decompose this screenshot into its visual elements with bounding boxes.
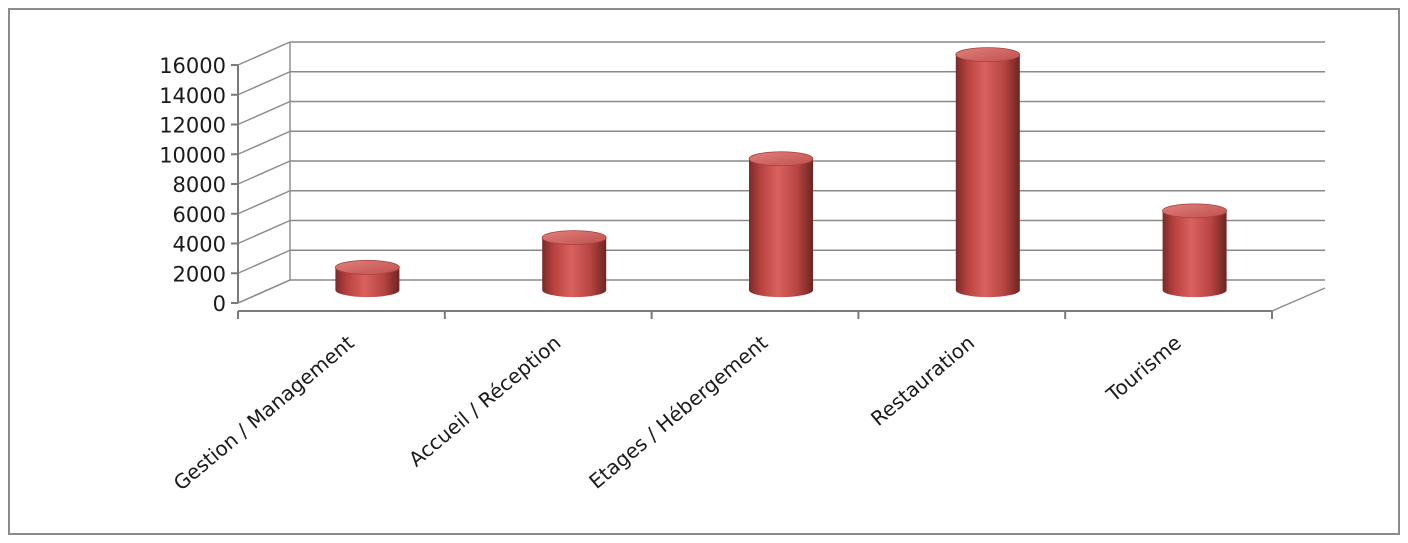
side-wall-gridline: [237, 219, 291, 245]
y-tick-label: 14000: [159, 84, 226, 108]
bar-layer: [334, 47, 1227, 298]
side-wall-gridline: [237, 71, 291, 96]
bar-top: [334, 259, 400, 275]
y-tick-label: 4000: [173, 233, 226, 257]
bar: [541, 230, 607, 298]
y-tick-label: 0: [213, 292, 226, 316]
side-wall-gridline: [237, 160, 291, 185]
y-tick-label: 6000: [173, 203, 226, 227]
side-wall-gridline: [237, 130, 291, 155]
y-tick-label: 10000: [159, 143, 226, 167]
y-tick-label: 12000: [159, 114, 226, 138]
side-wall-gridline: [237, 41, 291, 66]
bar: [748, 151, 814, 298]
side-wall-gridline: [237, 249, 291, 274]
bar: [955, 47, 1021, 298]
side-wall-gridline: [237, 190, 291, 215]
bar-top: [955, 47, 1021, 63]
floor-left-edge: [237, 279, 291, 304]
x-tick-label: Accueil / Réception: [404, 330, 565, 471]
bar: [334, 259, 400, 298]
bar-top: [1162, 203, 1227, 219]
bar: [1162, 203, 1227, 298]
y-tick-label: 2000: [173, 262, 226, 286]
x-tick-label: Etages / Hébergement: [584, 330, 772, 493]
bar-body: [335, 267, 400, 298]
bar-body: [1162, 210, 1227, 298]
axis-layer: [231, 42, 1326, 319]
bar-body: [749, 158, 813, 298]
x-tick-label: Restauration: [866, 330, 979, 430]
label-layer: 0 2000 4000 6000 8000 10000 12000 14000 16000 Ges…: [159, 54, 1186, 495]
y-tick-label: 8000: [173, 173, 226, 197]
side-wall-gridline: [237, 100, 291, 126]
bar-body: [955, 54, 1020, 298]
x-tick-label: Gestion / Management: [169, 330, 359, 495]
bar-body: [542, 237, 607, 298]
x-tick-label: Tourisme: [1101, 330, 1186, 407]
bar-top: [541, 230, 607, 246]
floor-right-edge: [1271, 287, 1326, 312]
bar-top: [748, 151, 814, 167]
y-tick-label: 16000: [159, 54, 226, 78]
